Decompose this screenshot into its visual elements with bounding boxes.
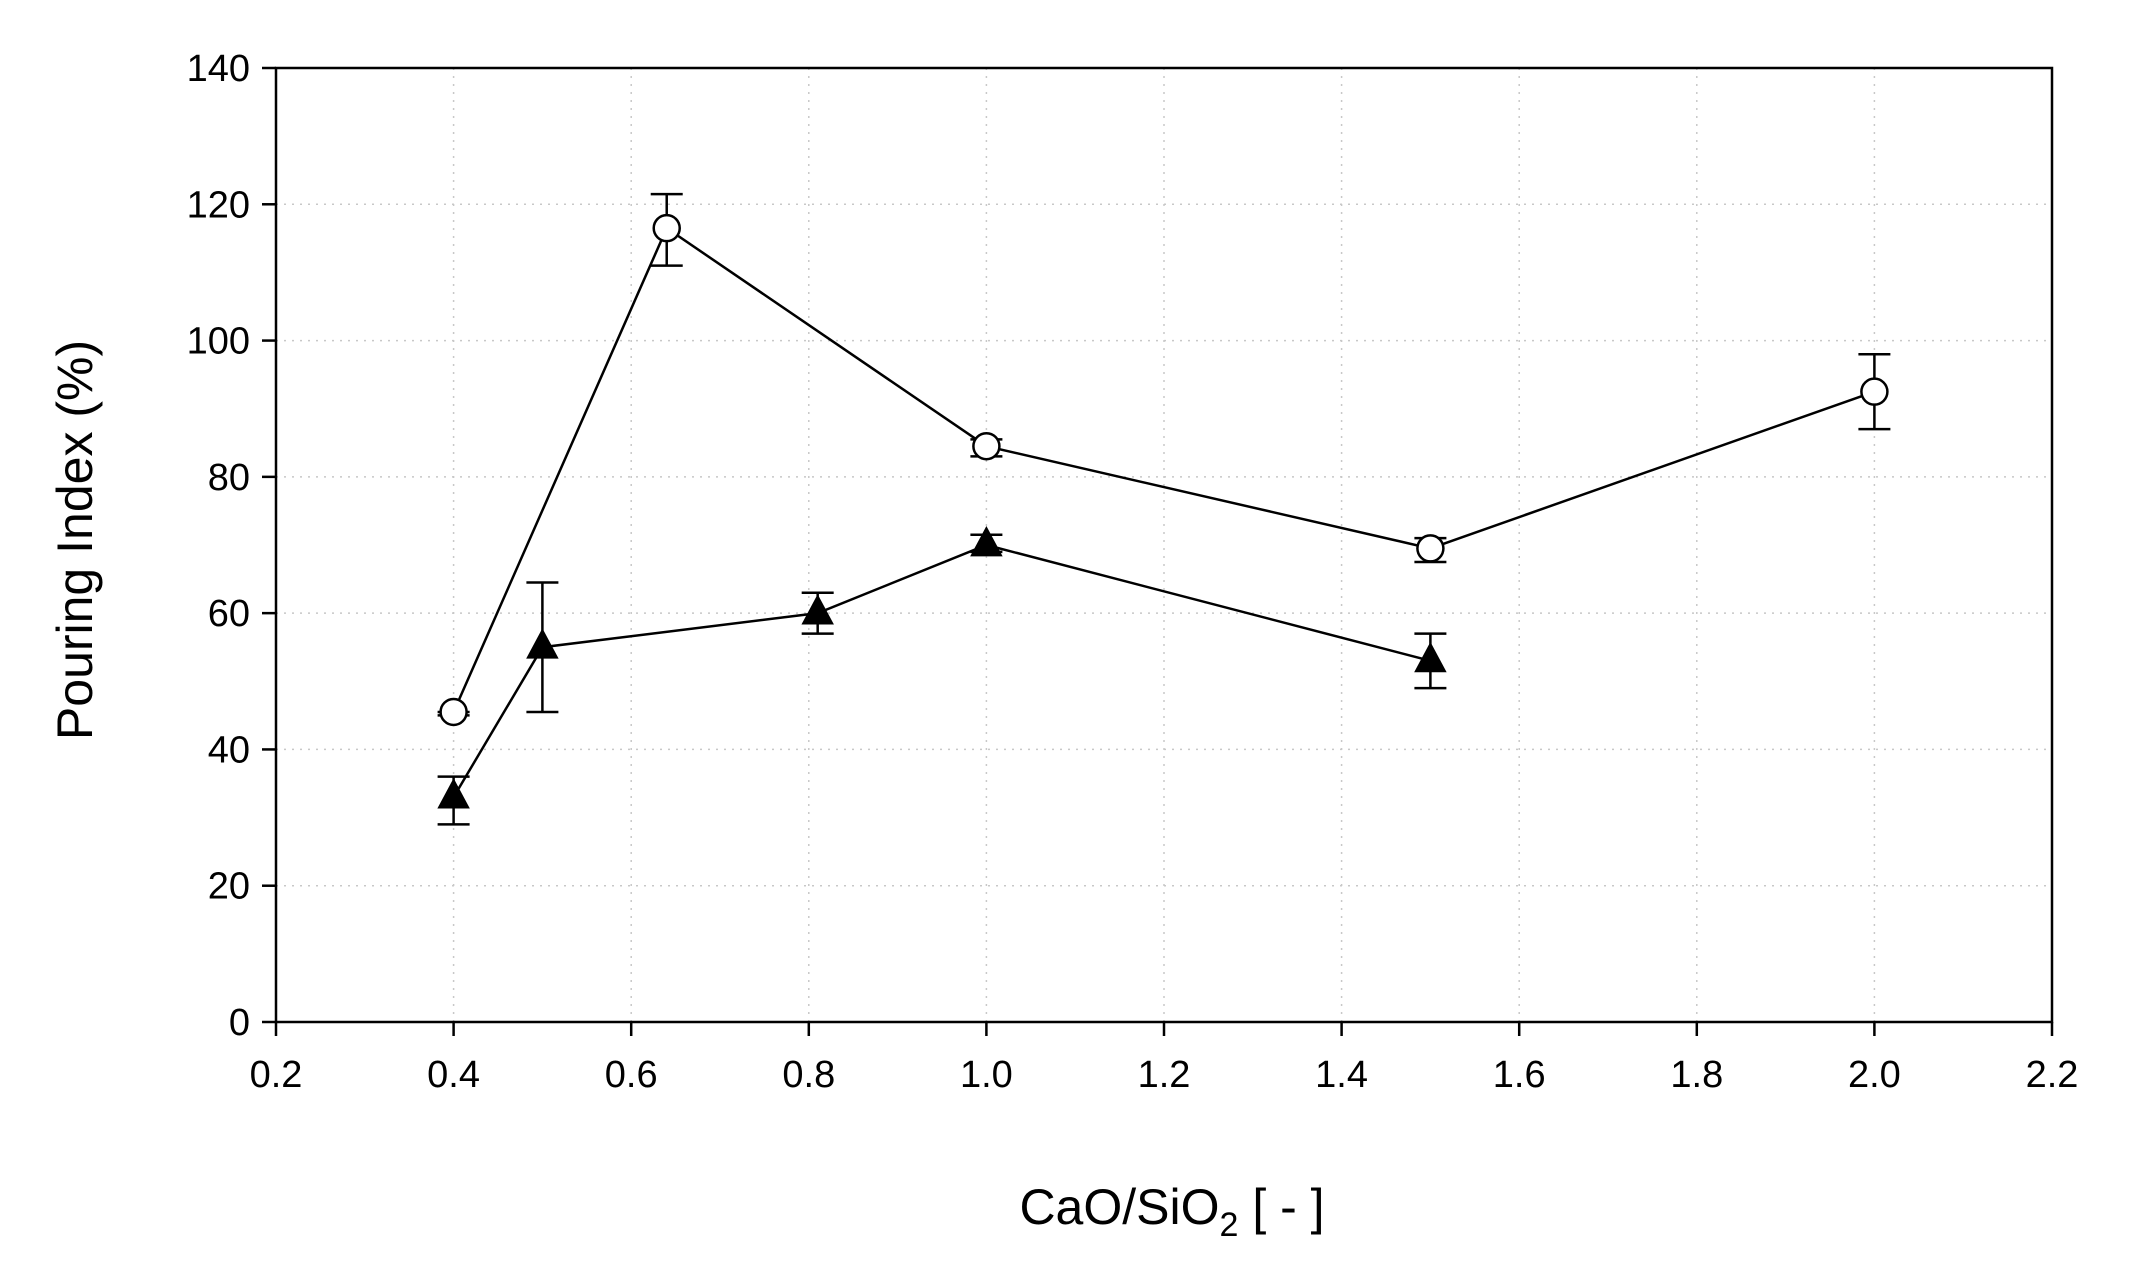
y-tick-label: 120 xyxy=(187,184,250,226)
x-tick-label: 0.8 xyxy=(782,1054,835,1096)
data-point-circle xyxy=(1860,377,1889,406)
x-axis-title-main: CaO/SiO xyxy=(1019,1179,1219,1235)
x-axis-title: CaO/SiO2 [ - ] xyxy=(1019,1179,1324,1244)
y-tick-label: 100 xyxy=(187,321,250,363)
x-tick-label: 1.4 xyxy=(1315,1054,1368,1096)
x-tick-label: 1.6 xyxy=(1493,1054,1546,1096)
x-tick-label: 1.8 xyxy=(1670,1054,1723,1096)
data-point-circle xyxy=(439,697,468,727)
y-tick-label: 40 xyxy=(208,729,250,771)
data-point-triangle xyxy=(526,628,559,659)
x-tick-label: 0.6 xyxy=(605,1054,658,1096)
data-point-circle xyxy=(1416,534,1445,563)
data-series xyxy=(437,192,1891,826)
y-tick-label: 140 xyxy=(187,48,250,90)
series-line xyxy=(452,543,1431,798)
plot-frame xyxy=(274,66,2054,1024)
grid-lines xyxy=(276,68,2052,1022)
y-tick-label: 80 xyxy=(208,457,250,499)
x-tick-label: 0.2 xyxy=(250,1054,303,1096)
axes: 0.2 0.4 0.6 0.8 1.0 1.2 1.4 1.6 1.8 2.0 2.2 0 20 40 60… xyxy=(187,48,2079,1096)
x-tick-label: 1.2 xyxy=(1138,1054,1191,1096)
y-axis-title: Pouring Index (%) xyxy=(47,340,103,740)
x-tick-label: 1.0 xyxy=(960,1054,1013,1096)
y-tick-label: 0 xyxy=(229,1002,250,1044)
x-tick-label: 2.2 xyxy=(2026,1054,2079,1096)
data-point-circle xyxy=(652,213,681,243)
series-circle-open xyxy=(437,192,1891,727)
x-axis-title-suffix: [ - ] xyxy=(1238,1179,1324,1235)
x-tick-label: 0.4 xyxy=(427,1054,480,1096)
series-triangle-filled xyxy=(437,526,1447,826)
data-point-triangle xyxy=(437,778,470,809)
data-point-triangle xyxy=(1414,641,1447,673)
x-tick-label: 2.0 xyxy=(1848,1054,1901,1096)
data-point-circle xyxy=(972,431,1001,461)
y-tick-label: 60 xyxy=(208,593,250,635)
y-tick-label: 20 xyxy=(208,866,250,908)
x-axis-title-subscript: 2 xyxy=(1220,1206,1239,1244)
data-point-triangle xyxy=(970,526,1003,557)
data-point-triangle xyxy=(801,594,834,625)
